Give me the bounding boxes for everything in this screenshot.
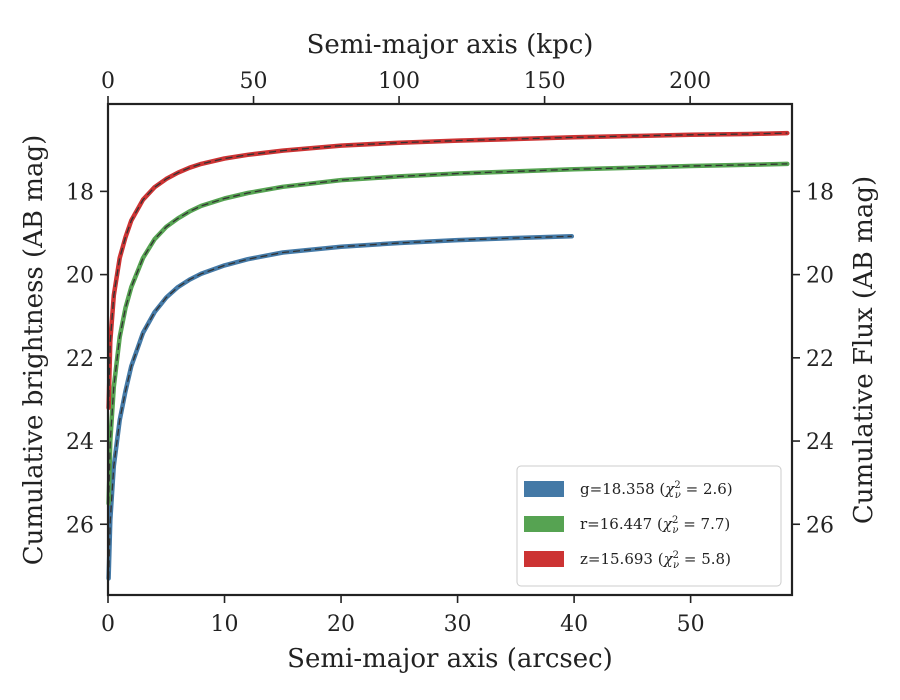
legend-swatch-1 xyxy=(524,516,564,532)
legend-swatch-0 xyxy=(524,481,564,497)
legend-label-2: z=15.693 (χ2 ν = 5.8) xyxy=(580,550,731,571)
y-tick-label: 22 xyxy=(66,347,94,372)
y2-tick-label: 22 xyxy=(806,347,834,372)
legend-label-part: 2 xyxy=(674,480,680,491)
y-tick-label: 20 xyxy=(66,264,94,289)
series-model-line-1 xyxy=(107,163,788,504)
x-tick-label: 40 xyxy=(560,612,588,637)
legend-label-part: ν xyxy=(673,560,679,571)
legend-label-1: r=16.447 (χ2 ν = 7.7) xyxy=(580,515,730,536)
legend-label-part: ν xyxy=(675,490,681,501)
y-axis-label: Cumulative brightness (AB mag) xyxy=(19,135,49,566)
x2-tick-label: 200 xyxy=(669,69,711,94)
x2-tick-label: 0 xyxy=(101,69,115,94)
x2-tick-label: 50 xyxy=(240,69,268,94)
legend-label-part: ν xyxy=(672,525,678,536)
legend-label-part: r=16.447 ( xyxy=(580,515,663,533)
y2-tick-label: 20 xyxy=(806,264,834,289)
y-tick-label: 24 xyxy=(66,430,94,455)
legend-box xyxy=(516,465,782,587)
x2-tick-label: 100 xyxy=(378,69,420,94)
x-tick-label: 50 xyxy=(677,612,705,637)
plot-lines xyxy=(106,130,790,581)
x-tick-label: 0 xyxy=(101,612,115,637)
legend-label-part: = 2.6) xyxy=(681,480,733,498)
x-tick-label: 20 xyxy=(327,612,355,637)
legend-label-part: 2 xyxy=(673,550,679,561)
x-tick-label: 10 xyxy=(211,612,239,637)
legend-label-part: 2 xyxy=(672,515,678,526)
legend-label-part: = 5.8) xyxy=(679,550,731,568)
y2-tick-label: 18 xyxy=(806,180,834,205)
axis-ticks: 0 10 20 30 40 500 50 100 150 20018202224261820222… xyxy=(66,69,834,637)
legend-label-part: χ xyxy=(662,515,673,533)
legend-label-0: g=18.358 (χ2 ν = 2.6) xyxy=(580,480,733,501)
x-tick-label: 30 xyxy=(444,612,472,637)
x-axis-label: Semi-major axis (arcsec) xyxy=(287,644,613,674)
series-model-line-0 xyxy=(107,235,572,579)
legend: g=18.358 (χ2 ν = 2.6)r=16.447 (χ2 ν = 7.7)… xyxy=(516,465,782,587)
y2-axis-label: Cumulative Flux (AB mag) xyxy=(849,176,879,524)
legend-label-part: = 7.7) xyxy=(678,515,730,533)
legend-swatch-2 xyxy=(524,551,564,567)
legend-label-part: χ xyxy=(663,550,674,568)
plot-frame xyxy=(106,102,794,597)
y2-tick-label: 24 xyxy=(806,430,834,455)
legend-label-part: g=18.358 ( xyxy=(580,480,665,498)
legend-label-part: χ xyxy=(664,480,675,498)
legend-label-part: z=15.693 ( xyxy=(580,550,664,568)
y-tick-label: 18 xyxy=(66,180,94,205)
y2-tick-label: 26 xyxy=(806,513,834,538)
series-model-line-2 xyxy=(107,132,788,408)
x2-tick-label: 150 xyxy=(524,69,566,94)
x2-axis-label: Semi-major axis (kpc) xyxy=(307,30,594,60)
y-tick-label: 26 xyxy=(66,513,94,538)
